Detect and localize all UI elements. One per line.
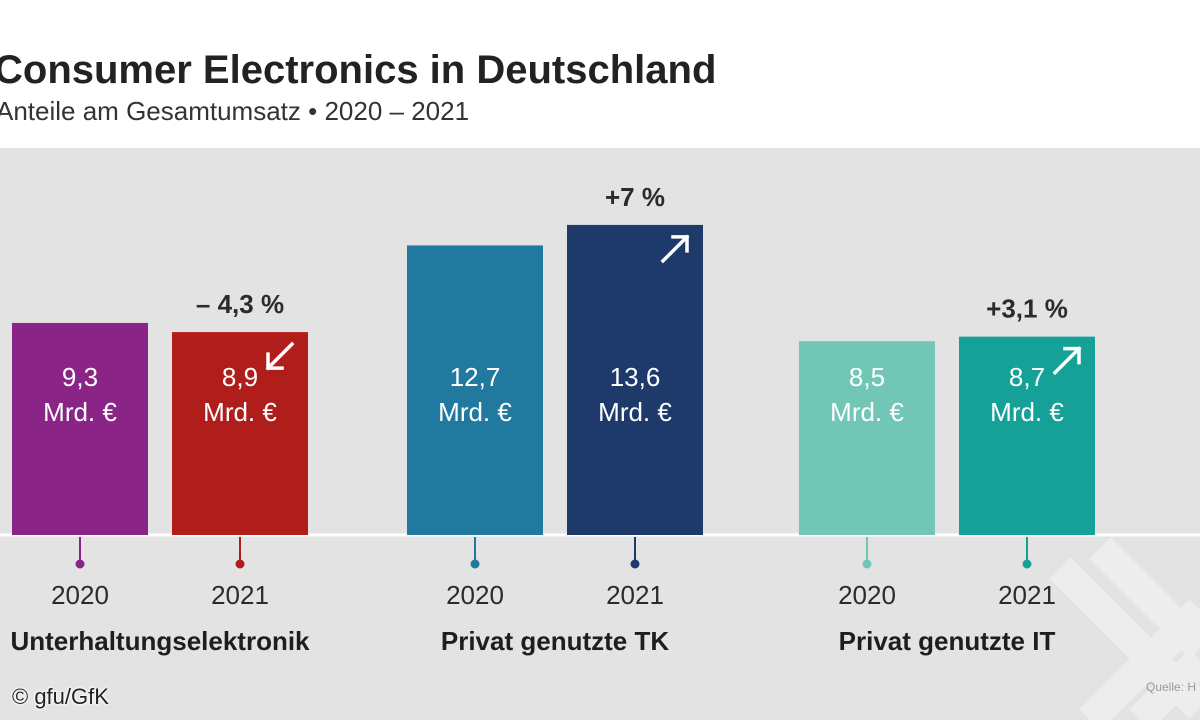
trend-down-arrow-icon <box>265 341 295 371</box>
bar-value-label: 12,7 <box>450 362 501 392</box>
axis-tick-dot <box>862 559 872 569</box>
bar-chart: 9,3 Mrd. € 2020 8,9 Mrd. € 2021 – 4,3 % Unterha… <box>0 182 1200 720</box>
axis-tick-dot <box>1022 559 1032 569</box>
bar-unit-label: Mrd. € <box>830 397 904 427</box>
bar-value-label: 9,3 <box>62 362 98 392</box>
axis-tick-dot <box>630 559 640 569</box>
header: Consumer Electronics in Deutschland Ante… <box>0 0 1200 148</box>
chart-subtitle: Anteile am Gesamtumsatz • 2020 – 2021 <box>0 96 470 126</box>
category-label: Privat genutzte TK <box>441 626 669 656</box>
bar-value-label: 8,7 <box>1009 362 1045 392</box>
bar-privat-genutzte-tk-2021 <box>567 224 703 536</box>
watermark-stroke <box>1049 557 1200 719</box>
bar-unit-label: Mrd. € <box>438 397 512 427</box>
bar-unit-label: Mrd. € <box>43 397 117 427</box>
chart-title: Consumer Electronics in Deutschland <box>0 48 717 92</box>
bar-unit-label: Mrd. € <box>598 397 672 427</box>
x-tick-label: 2021 <box>998 580 1056 610</box>
bar-privat-genutzte-tk-2020 <box>407 245 543 535</box>
change-label: +7 % <box>605 182 665 212</box>
x-tick-label: 2020 <box>446 580 504 610</box>
watermark-stroke <box>1089 537 1200 659</box>
bar-privat-genutzte-it-2020 <box>799 341 935 535</box>
trend-up-arrow-icon <box>1052 346 1082 376</box>
category-label: Privat genutzte IT <box>839 626 1056 656</box>
bar-unterhaltungselektronik-2020 <box>12 322 148 535</box>
axis-tick-dot <box>470 559 480 569</box>
x-tick-label: 2021 <box>211 580 269 610</box>
axis-tick-dot <box>235 559 245 569</box>
x-tick-label: 2021 <box>606 580 664 610</box>
category-label: Unterhaltungselektronik <box>10 626 310 656</box>
copyright-credit: © gfu/GfK <box>12 684 109 709</box>
x-tick-label: 2020 <box>838 580 896 610</box>
bar-privat-genutzte-it-2021 <box>959 336 1095 535</box>
change-label: +3,1 % <box>986 294 1068 324</box>
axis-tick-dot <box>75 559 85 569</box>
bar-value-label: 8,9 <box>222 362 258 392</box>
bar-value-label: 8,5 <box>849 362 885 392</box>
bar-value-label: 13,6 <box>610 362 661 392</box>
source-note: Quelle: H <box>1146 680 1197 694</box>
x-tick-label: 2020 <box>51 580 109 610</box>
trend-up-arrow-icon <box>660 234 690 264</box>
change-label: – 4,3 % <box>196 289 284 319</box>
bar-unit-label: Mrd. € <box>990 397 1064 427</box>
bar-unit-label: Mrd. € <box>203 397 277 427</box>
bar-unterhaltungselektronik-2021 <box>172 332 308 535</box>
